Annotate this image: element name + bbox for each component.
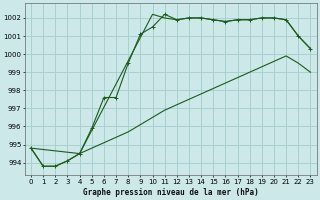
X-axis label: Graphe pression niveau de la mer (hPa): Graphe pression niveau de la mer (hPa) [83, 188, 259, 197]
